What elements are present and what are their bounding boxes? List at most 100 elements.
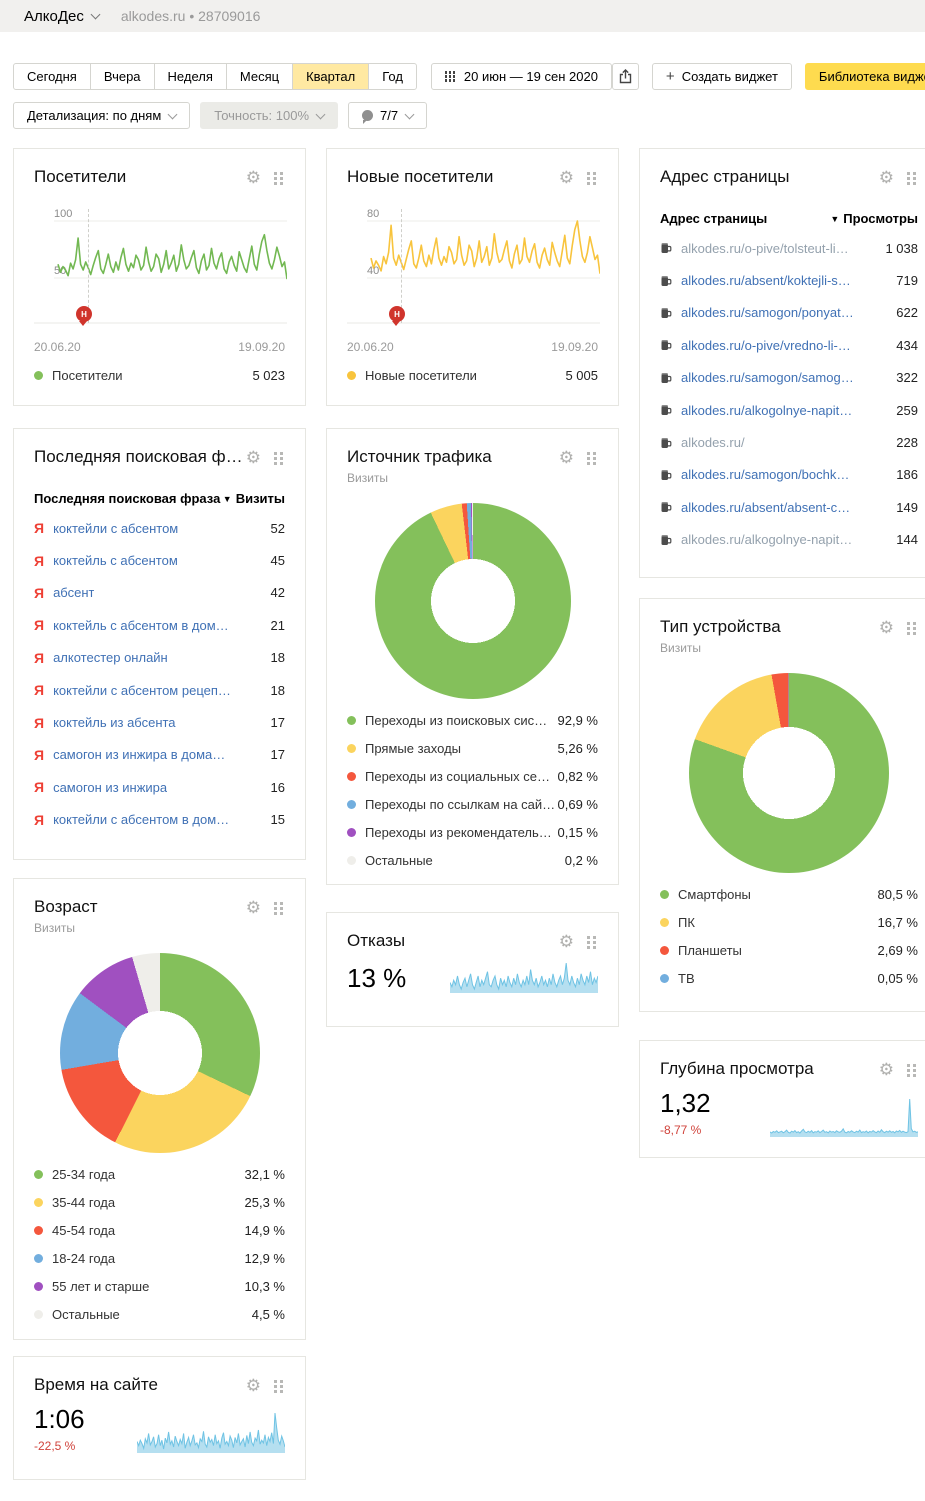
gear-icon[interactable]: ⚙	[558, 931, 574, 951]
gear-icon[interactable]: ⚙	[245, 897, 261, 917]
page-url-link[interactable]: alkodes.ru/samogon/ponyat…	[681, 305, 854, 321]
page-url-link[interactable]: alkodes.ru/o-pive/vredno-li-…	[681, 337, 851, 353]
legend-dot	[347, 772, 356, 781]
period-button[interactable]: Месяц	[225, 63, 294, 90]
legend-label: 45-54 года	[52, 1223, 116, 1238]
visits-value: 17	[270, 747, 285, 763]
page-url-link[interactable]: alkodes.ru/samogon/samog…	[681, 370, 854, 386]
gear-icon[interactable]: ⚙	[558, 447, 574, 467]
yandex-icon: Я	[34, 714, 45, 731]
date-range-button[interactable]: 20 июн — 19 сен 2020	[430, 63, 612, 90]
note-marker-label: Н	[81, 309, 87, 319]
note-marker[interactable]: Н	[389, 306, 405, 326]
detalization-dropdown[interactable]: Детализация: по дням	[13, 102, 191, 129]
chevron-down-icon	[90, 9, 101, 20]
chevron-down-icon	[315, 109, 326, 119]
plus-icon: +	[665, 68, 675, 85]
search-phrase-link[interactable]: абсент	[53, 585, 95, 601]
counter-switcher[interactable]: АлкоДес	[24, 8, 101, 25]
gear-icon[interactable]: ⚙	[558, 167, 574, 187]
page-url-link[interactable]: alkodes.ru/alkogolnye-napit…	[681, 402, 853, 418]
legend-dot	[34, 1170, 43, 1179]
views-value: 322	[896, 370, 918, 386]
visits-value: 21	[270, 617, 285, 633]
column-header-visits[interactable]: ▼ Визиты	[223, 491, 285, 506]
gear-icon[interactable]: ⚙	[878, 167, 894, 187]
column-header-views[interactable]: ▼ Просмотры	[830, 211, 918, 226]
legend-value: 16,7 %	[877, 915, 918, 930]
drag-handle-icon[interactable]	[274, 901, 285, 915]
search-phrase-link[interactable]: коктейль из абсента	[53, 715, 176, 731]
page-url-link[interactable]: alkodes.ru/o-pive/tolsteut-li…	[681, 240, 849, 256]
gear-icon[interactable]: ⚙	[245, 447, 261, 467]
note-bubble-icon	[362, 110, 374, 124]
column-header-url[interactable]: Адрес страницы	[660, 211, 768, 226]
drag-handle-icon[interactable]	[587, 451, 598, 465]
period-button[interactable]: Вчера	[89, 63, 155, 90]
create-widget-button[interactable]: + Создать виджет	[651, 63, 792, 90]
gear-icon[interactable]: ⚙	[245, 1375, 261, 1395]
period-button[interactable]: Неделя	[153, 63, 227, 90]
drag-handle-icon[interactable]	[587, 935, 598, 949]
drag-handle-icon[interactable]	[587, 171, 598, 185]
note-dashed-line	[88, 209, 89, 323]
legend-value: 0,69 %	[557, 797, 598, 812]
drag-handle-icon[interactable]	[907, 621, 918, 635]
drag-handle-icon[interactable]	[274, 171, 285, 185]
column-header-phrase[interactable]: Последняя поисковая фраза	[34, 491, 221, 506]
notes-dropdown[interactable]: 7/7	[348, 102, 428, 129]
page-url-link[interactable]: alkodes.ru/	[681, 435, 745, 451]
widget-title: Последняя поисковая ф…	[34, 447, 243, 466]
period-button[interactable]: Квартал	[292, 63, 370, 90]
legend-row: Новые посетители 5 005	[347, 368, 598, 383]
table-row: alkodes.ru/o-pive/vredno-li-… 434	[660, 329, 918, 361]
search-phrase-link[interactable]: самогон из инжира в дома…	[53, 747, 226, 763]
gear-icon[interactable]: ⚙	[245, 167, 261, 187]
legend-dot	[660, 890, 669, 899]
site-domain: alkodes.ru	[120, 8, 186, 24]
widget-title: Тип устройства	[660, 617, 781, 636]
legend-label: 55 лет и старше	[52, 1279, 150, 1294]
period-button[interactable]: Год	[368, 63, 417, 90]
widget-library-button[interactable]: Библиотека виджетов	[804, 63, 925, 90]
widget-bounces: Отказы ⚙ 13 %	[326, 912, 619, 1027]
search-phrase-link[interactable]: коктейли с абсентом	[53, 520, 179, 536]
gear-icon[interactable]: ⚙	[878, 1059, 894, 1079]
legend-dot	[34, 1282, 43, 1291]
page-url-link[interactable]: alkodes.ru/alkogolnye-napit…	[681, 532, 853, 548]
widget-search-phrases: Последняя поисковая ф… ⚙ Последняя поиск…	[13, 428, 306, 860]
legend-row: Посетители 5 023	[34, 368, 285, 383]
table-row: alkodes.ru/o-pive/tolsteut-li… 1 038	[660, 232, 918, 264]
visits-value: 18	[270, 650, 285, 666]
page-url-link[interactable]: alkodes.ru/samogon/bochk…	[681, 467, 850, 483]
legend-value: 10,3 %	[244, 1279, 285, 1294]
widget-age: Возраст ⚙ Визиты 25-34 года 32,1 % 35-44 г…	[13, 878, 306, 1340]
legend-label: Новые посетители	[365, 368, 477, 383]
note-marker[interactable]: Н	[76, 306, 92, 326]
search-phrase-link[interactable]: коктейль с абсентом в дом…	[53, 617, 229, 633]
search-phrase-link[interactable]: алкотестер онлайн	[53, 650, 168, 666]
drag-handle-icon[interactable]	[274, 1379, 285, 1393]
search-phrase-link[interactable]: коктейли с абсентом рецеп…	[53, 682, 231, 698]
drag-handle-icon[interactable]	[274, 451, 285, 465]
topbar: АлкоДес alkodes.ru • 28709016	[0, 0, 925, 32]
page-url-link[interactable]: alkodes.ru/absent/koktejli-s…	[681, 273, 851, 289]
kpi-delta: -22,5 %	[34, 1438, 76, 1453]
legend-dot	[347, 828, 356, 837]
export-button[interactable]	[611, 63, 639, 90]
legend-label: 25-34 года	[52, 1167, 116, 1182]
search-phrase-link[interactable]: самогон из инжира	[53, 779, 168, 795]
page-url-link[interactable]: alkodes.ru/absent/absent-c…	[681, 499, 851, 515]
accuracy-dropdown[interactable]: Точность: 100%	[200, 102, 339, 129]
search-phrase-link[interactable]: коктейли с абсентом в дом…	[53, 812, 230, 828]
drag-handle-icon[interactable]	[907, 1063, 918, 1077]
visits-value: 15	[270, 812, 285, 828]
period-button[interactable]: Сегодня	[13, 63, 91, 90]
search-phrase-link[interactable]: коктейль с абсентом	[53, 553, 178, 569]
drag-handle-icon[interactable]	[907, 171, 918, 185]
legend-label: Остальные	[365, 853, 433, 868]
line-chart-new-visitors: 80 40 Н	[347, 208, 601, 336]
yandex-icon: Я	[34, 520, 45, 537]
gear-icon[interactable]: ⚙	[878, 617, 894, 637]
